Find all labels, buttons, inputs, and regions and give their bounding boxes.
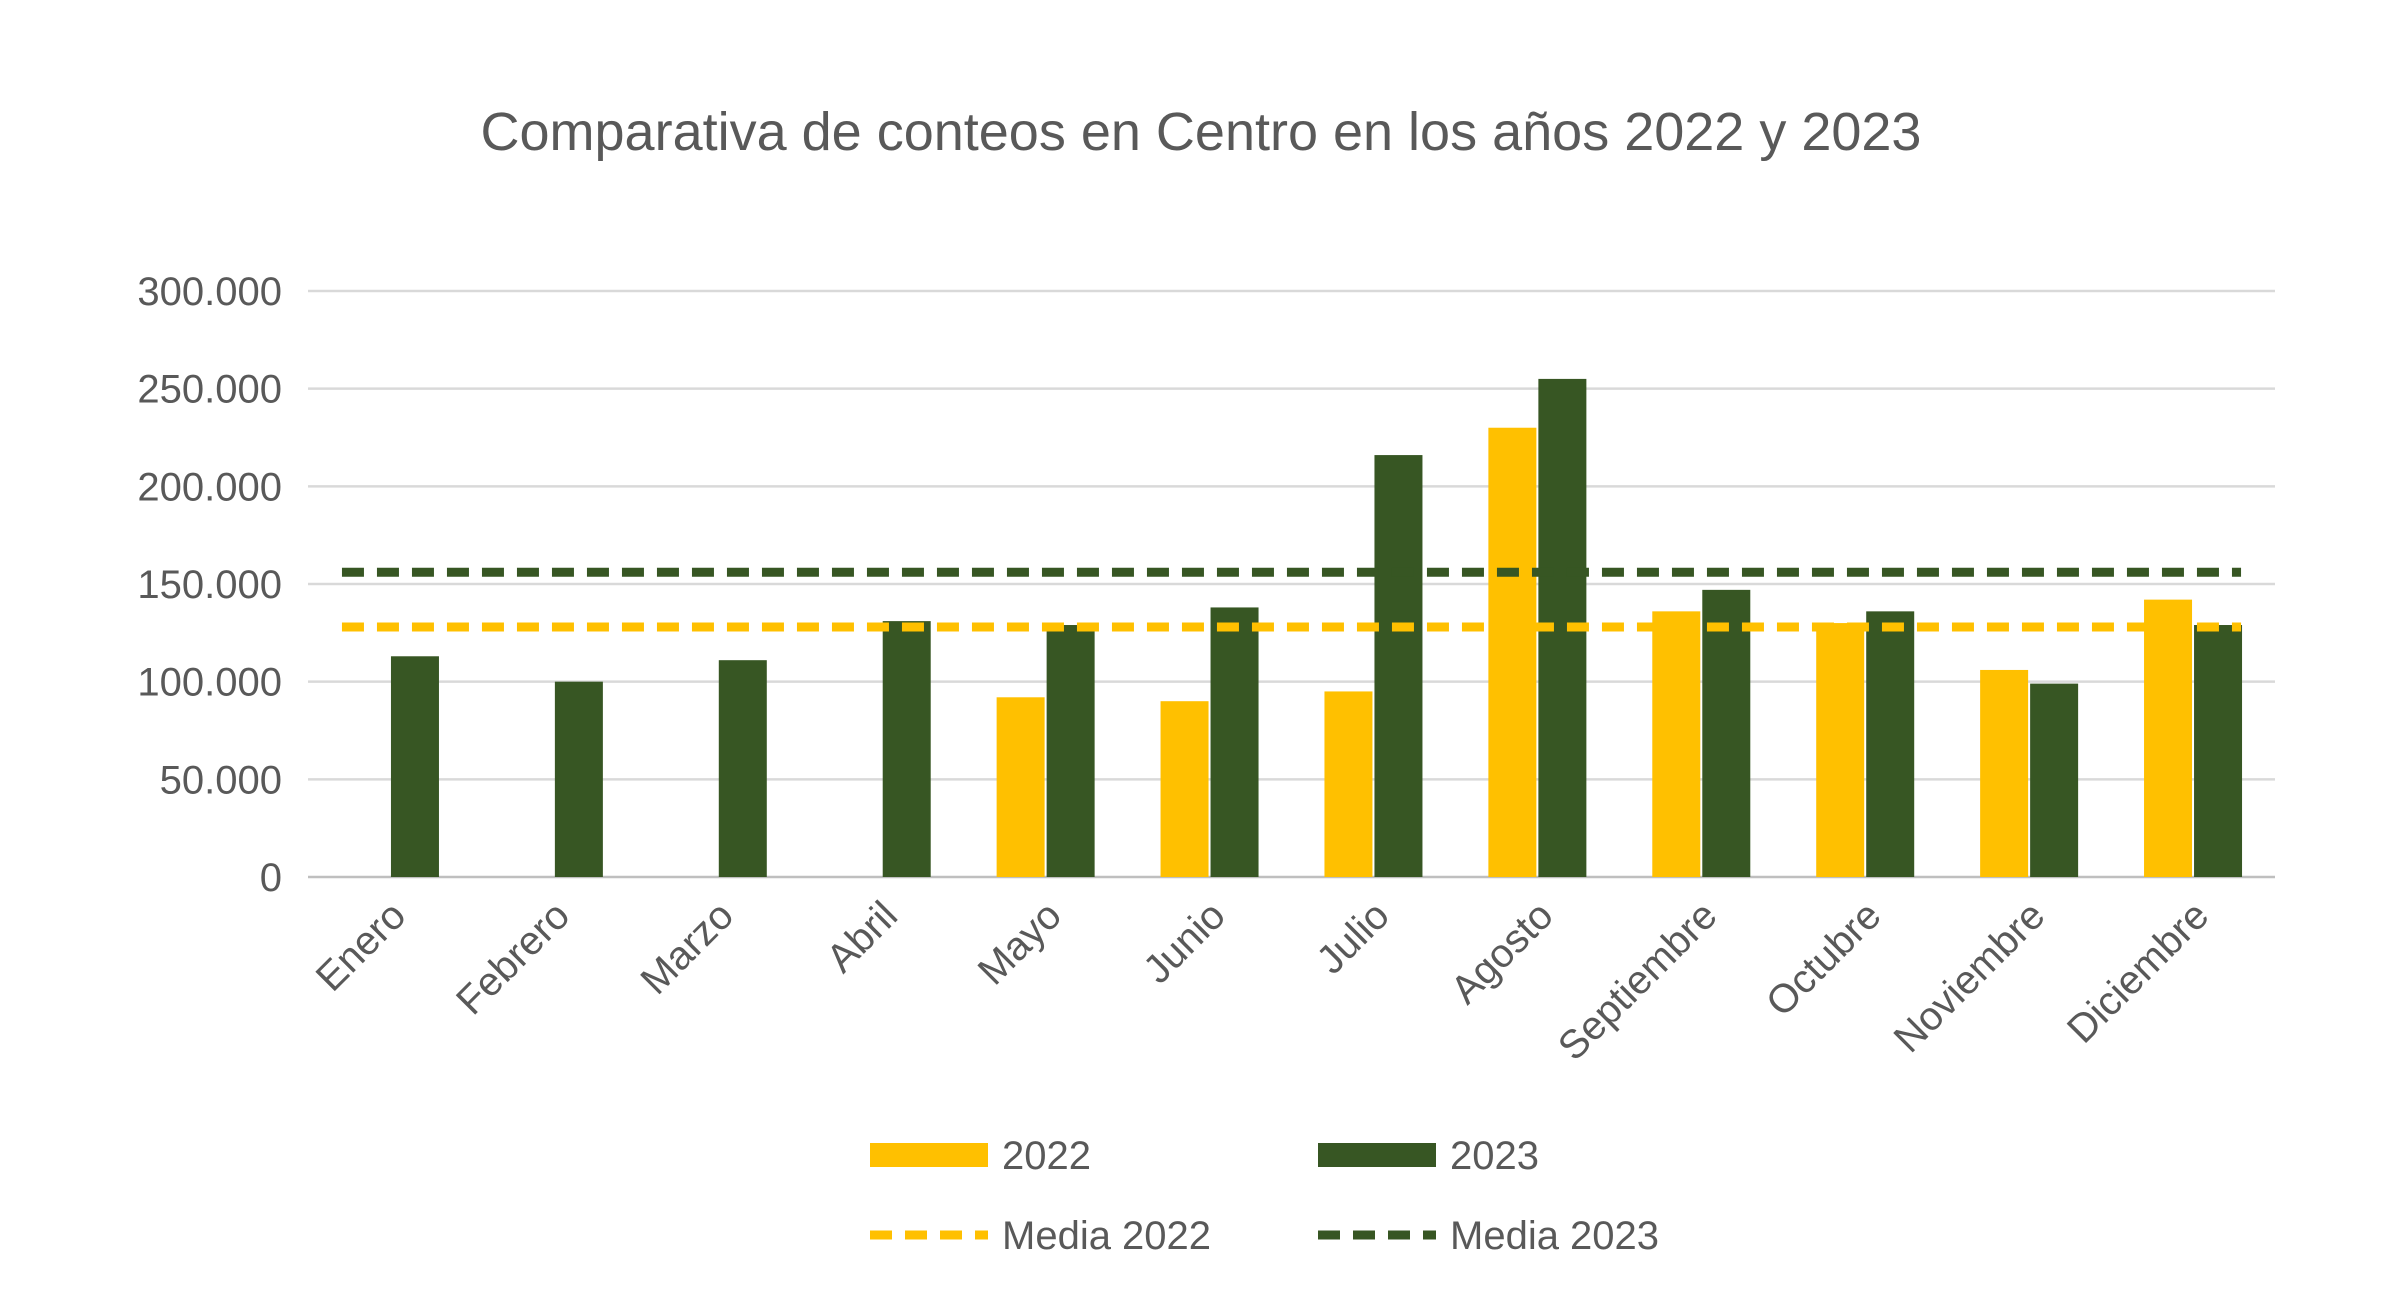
bar-2023-enero xyxy=(390,656,439,877)
bar-2023-abril xyxy=(882,621,931,877)
x-tick-label: Octubre xyxy=(1758,893,1890,1025)
bar-2023-diciembre xyxy=(2194,625,2243,877)
bar-2023-noviembre xyxy=(2030,683,2079,877)
bar-2022-noviembre xyxy=(1980,669,2029,877)
bar-2022-septiembre xyxy=(1652,611,1701,877)
y-tick-label: 250.000 xyxy=(137,368,282,412)
mean-lines-layer xyxy=(341,567,2242,632)
y-axis-ticks: 0 50.000 100.000 150.000 200.000 250.000 300.0… xyxy=(137,270,282,900)
legend: 2022 2023 Media 2022 Media 2023 xyxy=(870,1134,1659,1258)
bar-2022-diciembre xyxy=(2144,599,2193,877)
bar-2023-octubre xyxy=(1866,611,1915,877)
bar-2022-octubre xyxy=(1816,623,1865,877)
legend-label: Media 2022 xyxy=(1002,1214,1211,1258)
bar-2023-febrero xyxy=(554,681,603,877)
bar-2023-julio xyxy=(1374,455,1423,877)
bar-2023-septiembre xyxy=(1702,589,1751,877)
chart-title: Comparativa de conteos en Centro en los … xyxy=(481,102,1922,162)
x-tick-label: Mayo xyxy=(970,893,1070,993)
legend-label: Media 2023 xyxy=(1450,1214,1659,1258)
x-tick-label: Julio xyxy=(1309,893,1398,982)
legend-swatch xyxy=(870,1143,988,1167)
bars-layer xyxy=(390,378,2243,877)
legend-item-2022: 2022 xyxy=(870,1134,1091,1178)
x-tick-label: Marzo xyxy=(632,893,742,1003)
y-tick-label: 200.000 xyxy=(137,465,282,509)
x-tick-label: Agosto xyxy=(1443,893,1562,1012)
legend-label: 2023 xyxy=(1450,1134,1539,1178)
bar-2022-mayo xyxy=(996,697,1045,877)
x-tick-label: Enero xyxy=(308,893,415,1000)
legend-item-media-2023: Media 2023 xyxy=(1318,1214,1659,1258)
x-axis-ticks: Enero Febrero Marzo Abril Mayo Junio Julio Agos… xyxy=(308,893,2218,1069)
y-tick-label: 150.000 xyxy=(137,563,282,607)
bar-2023-marzo xyxy=(718,660,767,877)
x-tick-label: Abril xyxy=(818,893,906,981)
x-tick-label: Junio xyxy=(1135,893,1234,992)
legend-item-2023: 2023 xyxy=(1318,1134,1539,1178)
bar-2022-julio xyxy=(1324,691,1373,877)
x-tick-label: Diciembre xyxy=(2059,893,2217,1051)
bar-2022-agosto xyxy=(1488,427,1537,877)
legend-item-media-2022: Media 2022 xyxy=(870,1214,1211,1258)
y-tick-label: 300.000 xyxy=(137,270,282,314)
grid-layer xyxy=(308,289,2275,879)
bar-2023-mayo xyxy=(1046,625,1095,877)
y-tick-label: 100.000 xyxy=(137,661,282,705)
x-tick-label: Noviembre xyxy=(1886,893,2054,1061)
x-tick-label: Febrero xyxy=(448,893,578,1023)
x-tick-label: Septiembre xyxy=(1550,893,1726,1069)
y-tick-label: 0 xyxy=(260,856,282,900)
y-tick-label: 50.000 xyxy=(160,758,282,802)
legend-swatch xyxy=(1318,1143,1436,1167)
legend-label: 2022 xyxy=(1002,1134,1091,1178)
bar-2022-junio xyxy=(1160,701,1209,877)
bar-2023-junio xyxy=(1210,607,1259,877)
